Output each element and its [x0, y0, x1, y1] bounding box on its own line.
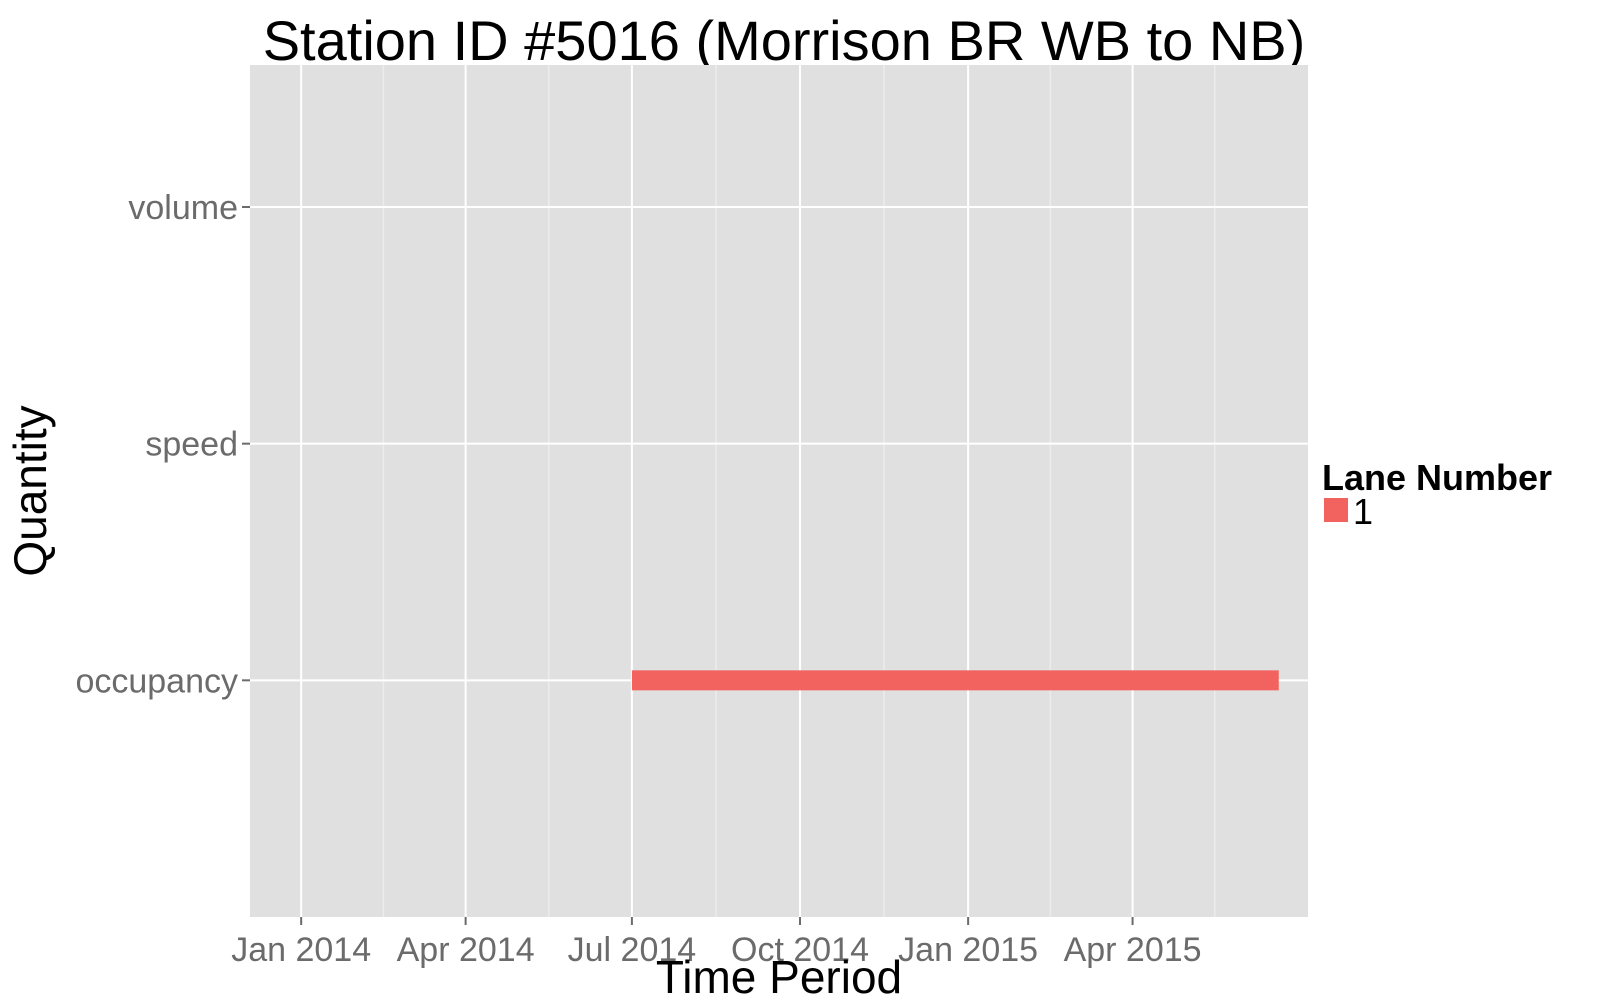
data-bar-occupancy-lane-1 — [631, 670, 1279, 691]
x-tick-label: Jan 2014 — [231, 931, 371, 969]
x-tick-label: Jul 2014 — [568, 931, 697, 969]
legend-key-lane-1 — [1322, 496, 1350, 524]
x-tick-label: Jan 2015 — [898, 931, 1038, 969]
legend: Lane Number 1 — [1322, 457, 1552, 532]
y-tick-label: volume — [128, 189, 238, 227]
y-tick-label: occupancy — [75, 662, 238, 700]
x-tick-label: Oct 2014 — [731, 931, 869, 969]
data-bars — [631, 670, 1279, 691]
legend-title: Lane Number — [1322, 457, 1552, 498]
chart-title: Station ID #5016 (Morrison BR WB to NB) — [263, 9, 1306, 72]
y-axis-ticks: volume speed occupancy — [75, 189, 250, 700]
x-tick-label: Apr 2015 — [1064, 931, 1202, 969]
x-axis-ticks: Jan 2014 Apr 2014 Jul 2014 Oct 2014 Jan 2015… — [231, 917, 1202, 969]
plot-panel — [250, 65, 1308, 917]
y-tick-label: speed — [145, 426, 238, 464]
x-axis-title: Time Period — [656, 951, 902, 1000]
x-tick-label: Apr 2014 — [397, 931, 535, 969]
legend-label-lane-1: 1 — [1353, 491, 1373, 532]
y-axis-title: Quantity — [4, 405, 56, 576]
